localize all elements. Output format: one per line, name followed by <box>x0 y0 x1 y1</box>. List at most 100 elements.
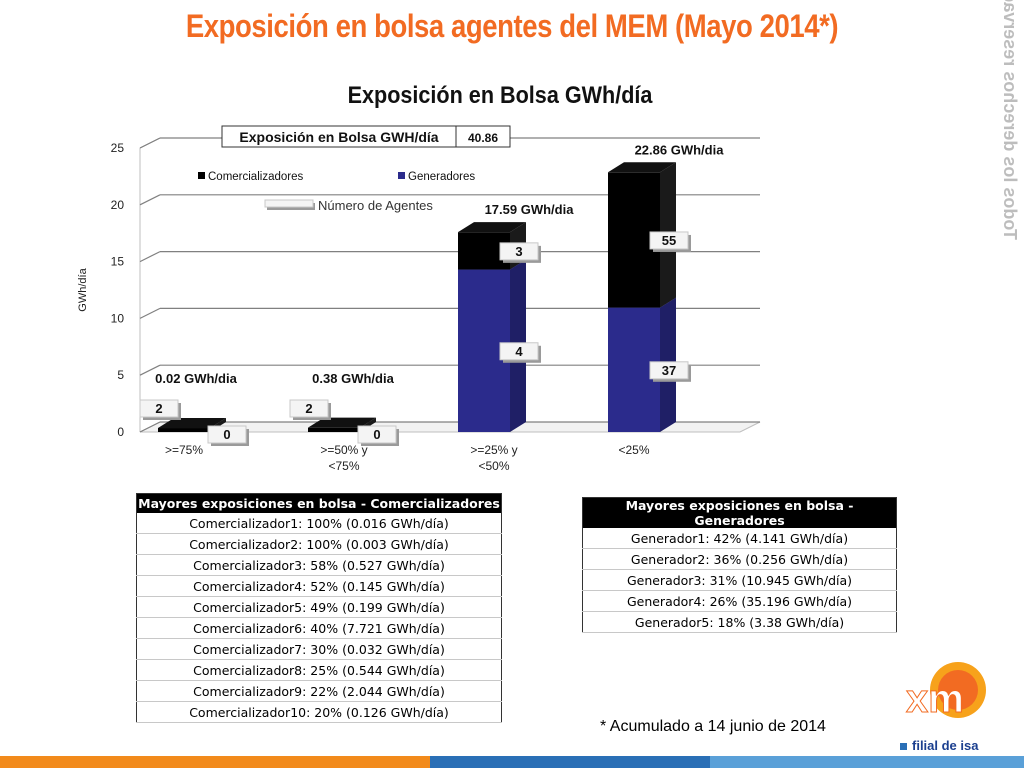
table-cell: Comercializador10: 20% (0.126 GWh/día) <box>136 701 502 723</box>
table-row: Comercializador7: 30% (0.032 GWh/día) <box>136 638 502 660</box>
table-header: Mayores exposiciones en bolsa - Comercia… <box>136 493 502 513</box>
count-label-box <box>649 231 689 250</box>
xm-logo: xm <box>906 662 986 722</box>
total-label: 0.38 GWh/dia <box>312 371 394 386</box>
summary-value: 40.86 <box>468 131 498 145</box>
table-cell: Comercializador9: 22% (2.044 GWh/día) <box>136 680 502 702</box>
table-cell: Generador3: 31% (10.945 GWh/día) <box>582 569 897 591</box>
summary-value-box <box>455 125 511 148</box>
count-label: 2 <box>155 401 162 416</box>
count-label: 55 <box>662 233 676 248</box>
gridline <box>139 364 161 376</box>
table-cell: Comercializador3: 58% (0.527 GWh/día) <box>136 554 502 576</box>
x-tick-label: <75% <box>328 459 359 473</box>
gridline <box>139 251 161 263</box>
chart-title: Exposición en Bolsa GWh/día <box>347 82 653 109</box>
y-tick-label: 0 <box>117 425 124 439</box>
table-row: Generador5: 18% (3.38 GWh/día) <box>582 611 897 633</box>
bar-segment <box>158 428 210 432</box>
gridline <box>139 194 161 206</box>
count-label-box <box>499 342 539 361</box>
gridline <box>139 137 161 149</box>
gridline <box>139 421 161 433</box>
x-tick-label: <25% <box>618 443 649 457</box>
legend-label: Generadores <box>408 171 475 183</box>
bar-top <box>458 222 526 233</box>
footer-bar-lightblue <box>710 756 1024 768</box>
table-cell: Comercializador8: 25% (0.544 GWh/día) <box>136 659 502 681</box>
count-label: 4 <box>515 344 523 359</box>
table-row: Comercializador9: 22% (2.044 GWh/día) <box>136 680 502 702</box>
count-label: 37 <box>662 363 676 378</box>
table-row: Generador4: 26% (35.196 GWh/día) <box>582 590 897 612</box>
table-cell: Generador2: 36% (0.256 GWh/día) <box>582 548 897 570</box>
summary-label: Exposición en Bolsa GWH/día <box>239 129 438 145</box>
table-cell: Comercializador2: 100% (0.003 GWh/día) <box>136 533 502 555</box>
svg-text:xm: xm <box>906 677 964 721</box>
y-tick-label: 15 <box>111 255 125 269</box>
gridline <box>139 307 161 319</box>
slide-title: Exposición en bolsa agentes del MEM (May… <box>185 8 839 44</box>
legend-swatch <box>198 172 205 179</box>
table-row: Comercializador10: 20% (0.126 GWh/día) <box>136 701 502 723</box>
count-label: 0 <box>223 427 230 442</box>
table-header: Mayores exposiciones en bolsa - Generado… <box>582 497 897 528</box>
footer-bar-orange <box>0 756 430 768</box>
y-tick-label: 5 <box>117 368 124 382</box>
table-cell: Comercializador5: 49% (0.199 GWh/día) <box>136 596 502 618</box>
legend-label: Comercializadores <box>208 171 303 183</box>
table-row: Generador2: 36% (0.256 GWh/día) <box>582 548 897 570</box>
count-label-box <box>357 425 397 444</box>
bar-segment <box>308 427 360 432</box>
total-label: 0.02 GWh/dia <box>155 371 237 386</box>
footer-bar-blue <box>430 756 710 768</box>
bar-top <box>308 417 376 428</box>
count-label-box <box>499 242 539 261</box>
bar-top <box>608 162 676 173</box>
table-cell: Generador5: 18% (3.38 GWh/día) <box>582 611 897 633</box>
table-cell: Comercializador4: 52% (0.145 GWh/día) <box>136 575 502 597</box>
table-cell: Comercializador1: 100% (0.016 GWh/día) <box>136 513 502 534</box>
table-row: Comercializador3: 58% (0.527 GWh/día) <box>136 554 502 576</box>
count-label-box <box>207 425 247 444</box>
table-row: Generador1: 42% (4.141 GWh/día) <box>582 528 897 549</box>
table-cell: Comercializador7: 30% (0.032 GWh/día) <box>136 638 502 660</box>
table-row: Comercializador8: 25% (0.544 GWh/día) <box>136 659 502 681</box>
logo-square-icon <box>900 743 907 750</box>
watermark-text: Todos los derechos reservados para XM S.… <box>1000 0 1020 240</box>
table-row: Comercializador1: 100% (0.016 GWh/día) <box>136 513 502 534</box>
y-tick-label: 20 <box>111 198 125 212</box>
legend-swatch <box>264 199 314 208</box>
table-row: Comercializador4: 52% (0.145 GWh/día) <box>136 575 502 597</box>
table-cell: Generador4: 26% (35.196 GWh/día) <box>582 590 897 612</box>
count-label-box <box>649 361 689 380</box>
count-label: 3 <box>515 244 522 259</box>
table-cell: Generador1: 42% (4.141 GWh/día) <box>582 528 897 549</box>
legend-label: Número de Agentes <box>318 198 433 213</box>
y-tick-label: 25 <box>111 141 125 155</box>
footnote: * Acumulado a 14 junio de 2014 <box>600 718 826 735</box>
table-cell: Comercializador6: 40% (7.721 GWh/día) <box>136 617 502 639</box>
table-generadores: Mayores exposiciones en bolsa - Generado… <box>582 497 897 633</box>
count-label: 2 <box>305 401 312 416</box>
logo-text: filial de isa <box>900 738 978 753</box>
y-tick-label: 10 <box>111 311 125 325</box>
table-row: Comercializador2: 100% (0.003 GWh/día) <box>136 533 502 555</box>
count-label-box <box>289 399 329 418</box>
count-label-box <box>139 399 179 418</box>
table-comercializadores: Mayores exposiciones en bolsa - Comercia… <box>136 493 502 723</box>
total-label: 22.86 GWh/dia <box>635 142 725 157</box>
x-tick-label: <50% <box>478 459 509 473</box>
table-row: Comercializador5: 49% (0.199 GWh/día) <box>136 596 502 618</box>
x-tick-label: >=50% y <box>320 443 367 457</box>
count-label: 0 <box>373 427 380 442</box>
x-tick-label: >=25% y <box>470 443 517 457</box>
x-tick-label: >=75% <box>165 443 203 457</box>
table-row: Comercializador6: 40% (7.721 GWh/día) <box>136 617 502 639</box>
y-axis-label: GWh/día <box>77 267 89 311</box>
table-row: Generador3: 31% (10.945 GWh/día) <box>582 569 897 591</box>
watermark: Todos los derechos reservados para XM S.… <box>1000 0 1024 640</box>
legend-swatch <box>398 172 405 179</box>
total-label: 17.59 GWh/dia <box>485 202 575 217</box>
